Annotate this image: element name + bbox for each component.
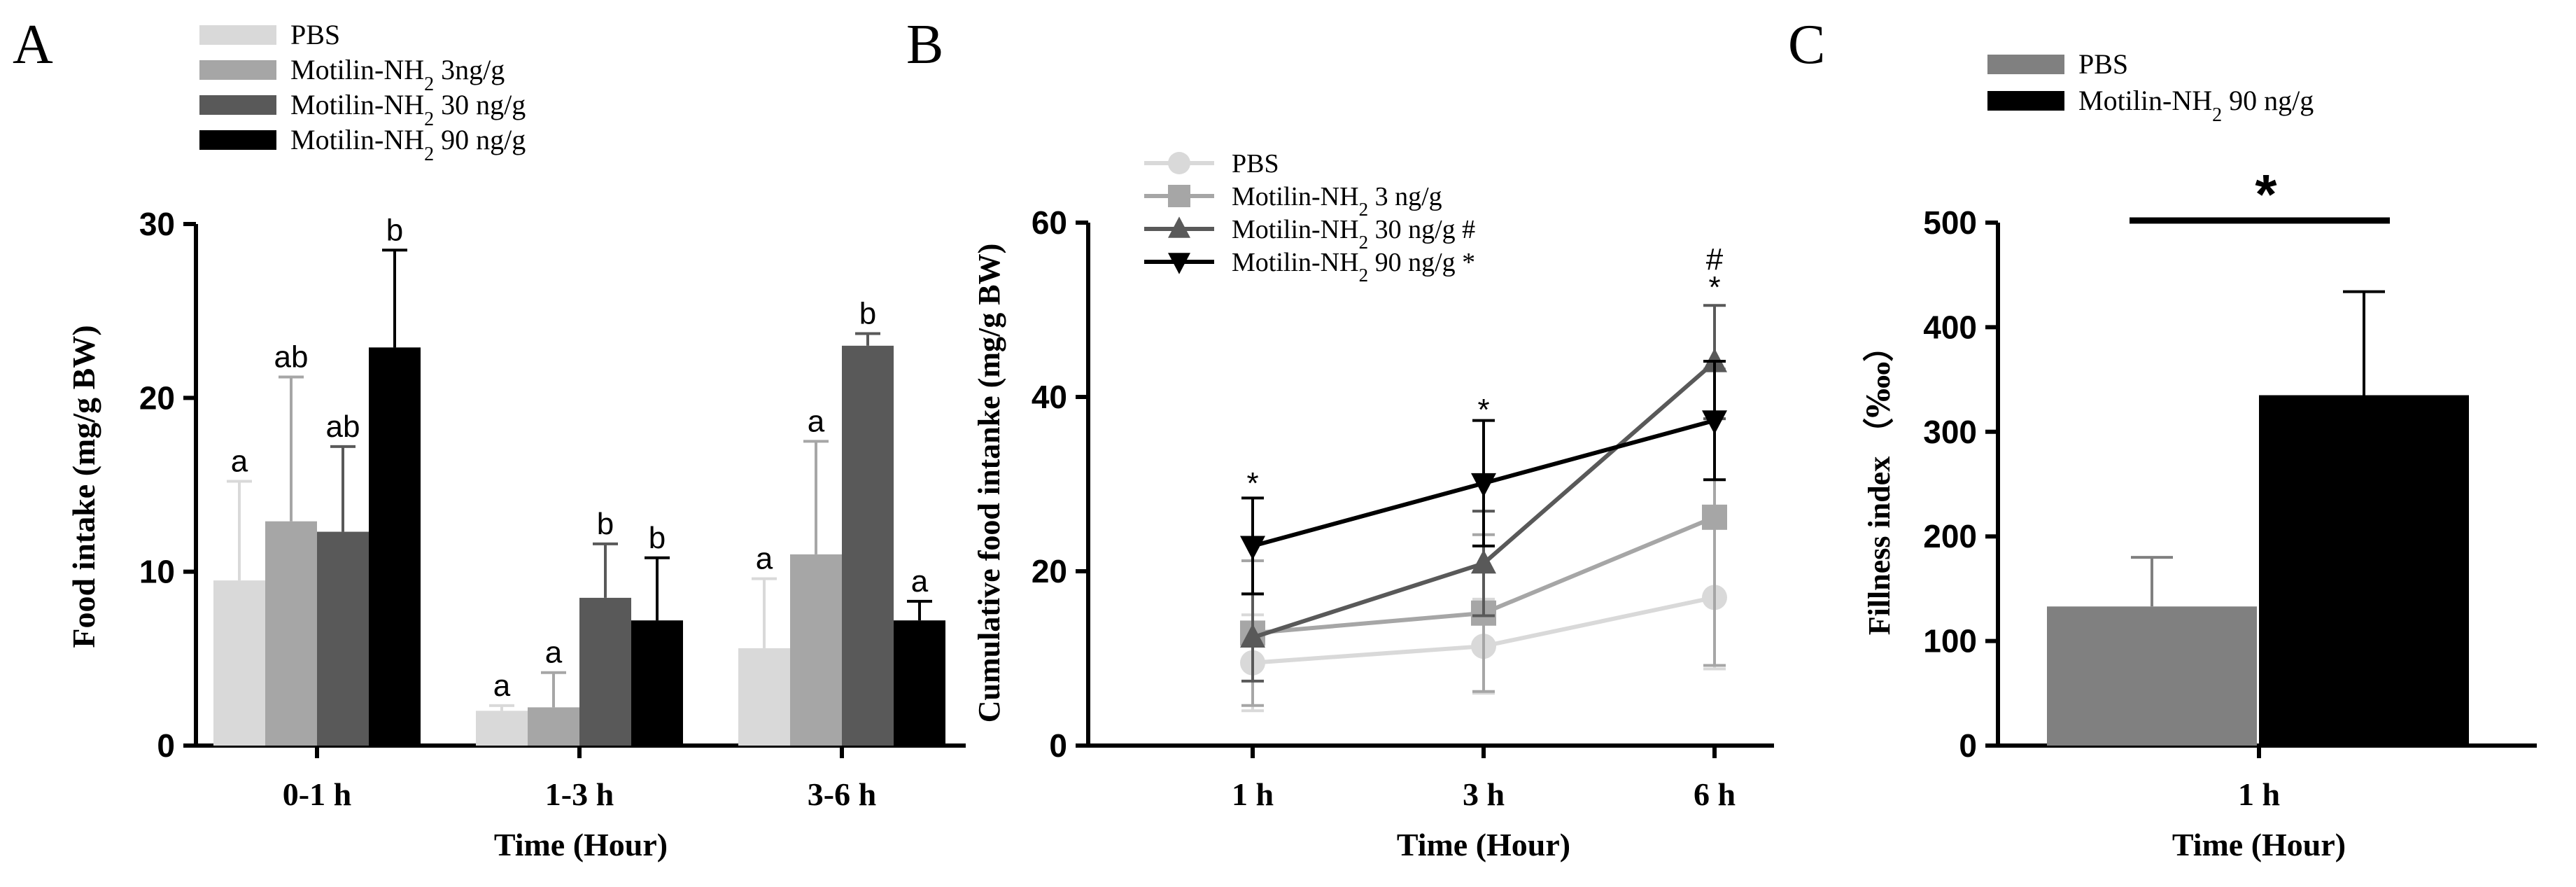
- y-axis-label: Cumulative food intanke (mg/g BW): [972, 244, 1006, 722]
- point: [1471, 549, 1496, 574]
- y-tick-label: 20: [1032, 553, 1067, 589]
- point: [1168, 253, 1190, 274]
- legend-swatch: [1987, 55, 2064, 74]
- significance-mark: *: [1708, 270, 1720, 305]
- legend-swatch: [199, 25, 276, 45]
- x-tick-label: 3-6 h: [808, 776, 876, 812]
- bar: [790, 554, 842, 746]
- point: [1240, 536, 1265, 560]
- legend-label: PBS: [1232, 149, 1279, 179]
- point: [1471, 473, 1496, 498]
- y-tick-label: 0: [157, 727, 175, 764]
- bar: [894, 620, 945, 746]
- bar: [579, 597, 631, 746]
- y-tick-label: 60: [1032, 204, 1067, 241]
- y-tick-label: 200: [1923, 518, 1977, 554]
- significance-letter: a: [231, 445, 248, 479]
- point: [1168, 152, 1190, 174]
- bar: [265, 521, 317, 746]
- point: [1702, 410, 1727, 435]
- legend-label: Motilin-NH2 90 ng/g: [290, 124, 526, 165]
- x-axis-label: Time (Hour): [494, 827, 668, 862]
- legend-label: PBS: [2078, 48, 2128, 80]
- significance-letter: ab: [326, 410, 360, 444]
- legend-swatch: [199, 95, 276, 115]
- bar: [738, 648, 790, 746]
- y-tick-label: 500: [1923, 204, 1977, 241]
- panel-c-bar-chart: PBS Motilin-NH2 90 ng/g 0 100 200 300 400 500 1 …: [1862, 48, 2537, 862]
- significance-letter: a: [808, 404, 825, 438]
- point: [1240, 623, 1265, 648]
- y-tick-label: 10: [139, 554, 175, 590]
- legend-label: Motilin-NH2 90 ng/g *: [1232, 248, 1475, 286]
- x-tick-label: 1-3 h: [545, 776, 614, 812]
- significance-mark: *: [2255, 163, 2277, 225]
- bar: [213, 580, 265, 746]
- point: [1168, 185, 1190, 207]
- x-axis-label: Time (Hour): [1397, 827, 1570, 862]
- x-tick-label: 0-1 h: [283, 776, 351, 812]
- significance-letter: b: [386, 213, 403, 247]
- significance-letter: b: [597, 507, 614, 541]
- y-axis-label: Fillness index （‱）: [1862, 331, 1896, 636]
- y-tick-label: 300: [1923, 414, 1977, 450]
- significance-mark: *: [1246, 466, 1258, 501]
- x-tick-label: 3 h: [1463, 776, 1505, 812]
- significance-letter: a: [911, 564, 929, 599]
- y-tick-label: 20: [139, 379, 175, 416]
- significance-letter: b: [859, 296, 876, 330]
- x-tick-label: 6 h: [1694, 776, 1736, 812]
- significance-letter: b: [649, 521, 666, 555]
- bar: [317, 531, 369, 746]
- panel-letter-b: B: [906, 14, 943, 76]
- point: [1702, 504, 1727, 530]
- bar: [476, 711, 528, 746]
- significance-mark: *: [1477, 393, 1489, 427]
- bar: [369, 347, 421, 746]
- bar: [2047, 606, 2257, 746]
- point: [1168, 216, 1190, 238]
- panel-letter-c: C: [1788, 14, 1825, 76]
- significance-mark: #: [1706, 242, 1724, 277]
- x-tick-label: 1 h: [2238, 776, 2280, 812]
- legend-label: Motilin-NH2 3 ng/g: [1232, 182, 1442, 220]
- bar: [528, 707, 579, 746]
- bar: [2259, 395, 2469, 746]
- legend-label: Motilin-NH2 90 ng/g: [2078, 85, 2314, 126]
- legend-label: Motilin-NH2 30 ng/g #: [1232, 215, 1475, 253]
- significance-letter: a: [756, 542, 773, 576]
- legend-swatch: [199, 60, 276, 80]
- y-tick-label: 30: [139, 206, 175, 242]
- y-tick-label: 0: [1049, 727, 1067, 764]
- x-tick-label: 1 h: [1232, 776, 1274, 812]
- legend-label: PBS: [290, 19, 340, 50]
- legend-label: Motilin-NH2 3ng/g: [290, 54, 505, 95]
- significance-letter: a: [493, 669, 511, 703]
- significance-letter: a: [545, 636, 563, 670]
- bar: [842, 345, 894, 746]
- legend-swatch: [1987, 91, 2064, 111]
- x-axis-label: Time (Hour): [2172, 827, 2346, 862]
- y-tick-label: 100: [1923, 623, 1977, 659]
- panel-letter-a: A: [13, 14, 53, 76]
- significance-letter: ab: [274, 340, 309, 375]
- y-axis-label: Food intake (mg/g BW): [66, 325, 101, 648]
- legend-label: Motilin-NH2 30 ng/g: [290, 89, 526, 130]
- legend-swatch: [199, 130, 276, 150]
- y-tick-label: 400: [1923, 309, 1977, 345]
- y-tick-label: 40: [1032, 379, 1067, 415]
- y-tick-label: 0: [1959, 727, 1977, 764]
- bar: [631, 620, 683, 746]
